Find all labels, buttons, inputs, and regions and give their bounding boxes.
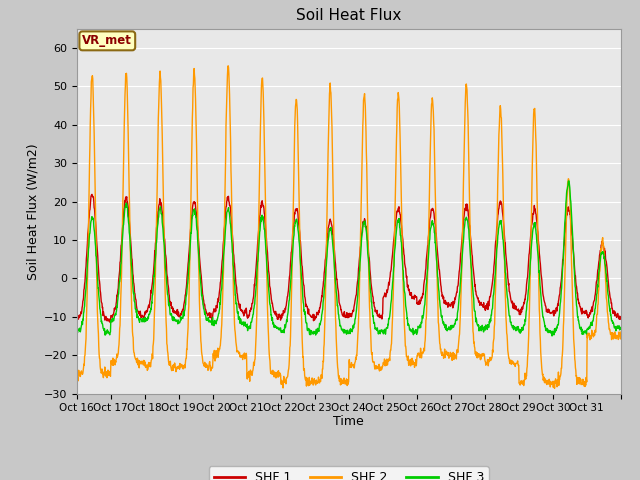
SHF 3 [557,294,564,300]
Legend: SHF 1, SHF 2, SHF 3: SHF 1, SHF 2, SHF 3 [209,467,489,480]
Text: VR_met: VR_met [83,35,132,48]
SHF 2 [335,375,342,381]
SHF 2 [324,134,332,140]
SHF 3 [477,324,484,329]
X-axis label: Time: Time [333,415,364,428]
SHF 3 [548,333,556,339]
Y-axis label: Soil Heat Flux (W/m2): Soil Heat Flux (W/m2) [26,143,40,279]
SHF 3 [73,329,81,335]
SHF 1 [617,316,625,322]
SHF 2 [617,329,625,335]
SHF 1 [557,278,565,284]
SHF 3 [324,238,332,244]
SHF 1 [88,192,96,197]
SHF 1 [477,302,485,308]
SHF 3 [611,325,618,331]
SHF 1 [159,211,166,217]
SHF 2 [224,63,232,69]
Line: SHF 3: SHF 3 [77,181,621,336]
SHF 1 [107,320,115,326]
Line: SHF 1: SHF 1 [77,194,621,323]
SHF 2 [557,365,565,371]
SHF 3 [617,324,625,330]
SHF 2 [158,115,166,121]
SHF 3 [565,178,573,184]
Title: Soil Heat Flux: Soil Heat Flux [296,9,401,24]
SHF 3 [158,211,166,217]
SHF 2 [477,356,485,362]
SHF 1 [611,310,618,316]
SHF 1 [73,316,81,322]
SHF 2 [73,371,81,376]
SHF 2 [611,335,618,341]
SHF 1 [325,223,333,228]
Line: SHF 2: SHF 2 [77,66,621,388]
SHF 1 [335,299,343,305]
SHF 2 [550,385,558,391]
SHF 3 [335,311,342,317]
